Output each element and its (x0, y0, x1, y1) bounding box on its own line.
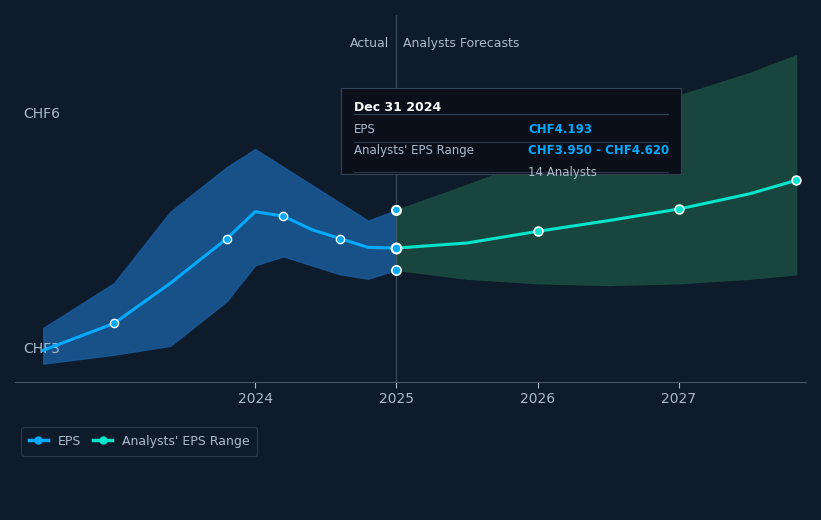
Point (390, 244, 403, 252)
Point (790, 176, 803, 185)
Text: CHF3: CHF3 (23, 342, 60, 356)
Point (277, 212, 290, 220)
Point (333, 235, 346, 243)
Text: EPS: EPS (355, 123, 376, 136)
Text: CHF6: CHF6 (23, 107, 60, 121)
Point (531, 227, 544, 236)
Text: CHF3.950 - CHF4.620: CHF3.950 - CHF4.620 (528, 144, 669, 157)
Point (108, 319, 121, 328)
Point (390, 206, 403, 214)
Text: 14 Analysts: 14 Analysts (528, 166, 597, 179)
Text: CHF4.193: CHF4.193 (528, 123, 592, 136)
Text: Actual: Actual (350, 37, 389, 50)
Text: Analysts Forecasts: Analysts Forecasts (403, 37, 520, 50)
Point (390, 266, 403, 274)
Text: Dec 31 2024: Dec 31 2024 (355, 101, 442, 114)
Point (220, 235, 233, 243)
Legend: EPS, Analysts' EPS Range: EPS, Analysts' EPS Range (21, 427, 257, 456)
Point (390, 206, 403, 214)
Point (672, 205, 686, 213)
Text: Analysts' EPS Range: Analysts' EPS Range (355, 144, 475, 157)
